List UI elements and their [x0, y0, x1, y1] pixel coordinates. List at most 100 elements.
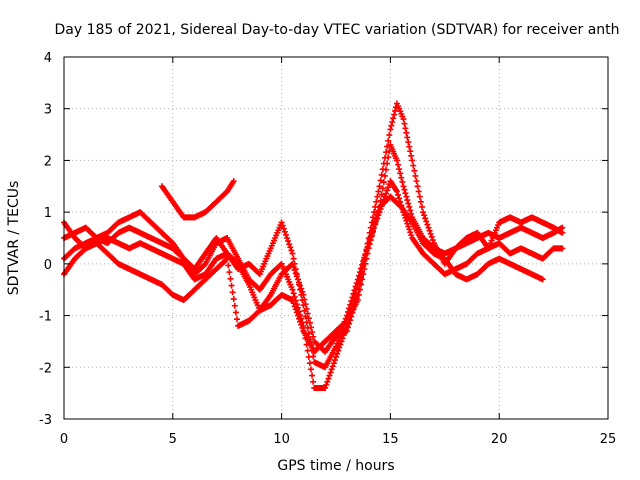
data-point	[427, 230, 434, 237]
data-point	[375, 188, 382, 195]
data-point	[330, 360, 337, 367]
data-point	[334, 350, 341, 357]
x-tick-label: 20	[491, 432, 508, 447]
x-tick-label: 5	[169, 432, 177, 447]
data-point	[380, 179, 387, 186]
data-point	[229, 289, 236, 296]
data-point	[406, 226, 413, 233]
data-point	[346, 320, 353, 327]
axis-ticks	[63, 56, 609, 420]
data-point	[293, 309, 300, 316]
data-point	[299, 288, 306, 295]
data-point	[375, 208, 382, 215]
data-point	[225, 262, 232, 269]
data-point	[279, 222, 286, 229]
data-point	[358, 274, 365, 281]
data-point	[400, 183, 407, 190]
data-point	[385, 137, 392, 144]
data-point	[344, 324, 351, 331]
data-point	[539, 276, 546, 283]
data-point	[298, 321, 305, 328]
data-point	[404, 197, 411, 204]
x-tick-label: 25	[600, 432, 617, 447]
data-point	[404, 134, 411, 141]
data-point	[342, 318, 349, 325]
data-point	[414, 183, 421, 190]
y-axis-label: SDTVAR / TECUs	[6, 181, 22, 296]
y-tick-label: 2	[44, 154, 52, 169]
data-point	[385, 184, 392, 191]
data-point	[354, 291, 361, 298]
data-point	[290, 263, 297, 270]
data-point	[309, 329, 316, 336]
data-point	[201, 261, 208, 268]
data-point	[290, 255, 297, 262]
data-point	[338, 338, 345, 345]
series-track-e	[158, 178, 237, 221]
data-point	[368, 232, 375, 239]
data-point	[323, 381, 330, 388]
data-point	[296, 315, 303, 322]
data-point	[348, 313, 355, 320]
y-tick-labels: 4 3 2 1 0 -1 -2 -3	[39, 51, 52, 428]
data-points	[61, 100, 566, 391]
data-point	[398, 174, 405, 181]
data-point	[559, 224, 566, 231]
data-point	[224, 255, 231, 262]
data-point	[349, 309, 356, 316]
data-point	[228, 282, 235, 289]
data-point	[333, 353, 339, 360]
x-tick-labels: 0 5 10 15 20 25	[60, 432, 616, 447]
data-point	[388, 122, 395, 129]
data-point	[373, 216, 380, 223]
data-point	[363, 246, 370, 253]
data-point	[390, 115, 397, 122]
data-point	[297, 282, 304, 289]
y-tick-label: 4	[44, 51, 52, 66]
data-point	[278, 219, 285, 226]
data-point	[404, 220, 411, 227]
data-point	[396, 195, 403, 202]
data-point	[400, 116, 407, 123]
plot-frame	[63, 56, 609, 420]
data-point	[343, 328, 350, 335]
data-point	[233, 316, 240, 323]
data-point	[383, 149, 390, 156]
data-point	[335, 347, 342, 354]
data-point	[559, 245, 566, 252]
data-point	[392, 107, 399, 114]
data-point	[408, 210, 415, 217]
data-point	[379, 185, 386, 192]
y-tick-label: 0	[44, 258, 52, 273]
data-point	[361, 257, 368, 264]
data-point	[393, 188, 400, 195]
data-point	[305, 315, 312, 322]
data-point	[406, 143, 413, 150]
x-axis-label: GPS time / hours	[277, 458, 394, 474]
data-point	[421, 212, 428, 219]
data-point	[280, 225, 287, 232]
data-point	[415, 188, 422, 195]
data-point	[412, 172, 419, 179]
data-point	[227, 275, 234, 282]
data-point	[334, 340, 341, 347]
data-point	[292, 306, 299, 313]
data-point	[291, 267, 298, 274]
data-point	[402, 190, 409, 197]
data-point	[288, 247, 295, 254]
data-point	[365, 235, 372, 241]
data-point	[336, 344, 343, 351]
data-point	[366, 229, 373, 236]
data-point	[306, 319, 313, 326]
data-point	[289, 260, 296, 267]
data-point	[231, 302, 238, 309]
data-point	[294, 312, 301, 319]
data-point	[230, 296, 237, 303]
x-tick-label: 10	[273, 432, 290, 447]
data-point	[351, 302, 358, 309]
data-point	[369, 214, 376, 221]
data-point	[405, 223, 412, 230]
data-point	[396, 166, 403, 173]
data-point	[307, 366, 314, 373]
